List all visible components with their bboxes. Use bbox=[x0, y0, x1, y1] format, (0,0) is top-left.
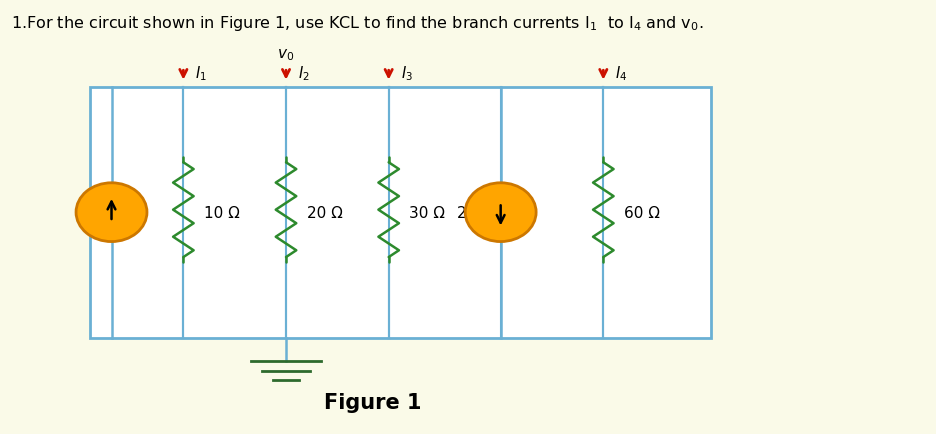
Ellipse shape bbox=[465, 183, 536, 242]
Text: 20 A: 20 A bbox=[457, 205, 491, 220]
Text: $I_3$: $I_3$ bbox=[401, 64, 413, 83]
Text: 60 Ω: 60 Ω bbox=[624, 205, 660, 220]
Text: $I_1$: $I_1$ bbox=[196, 64, 207, 83]
FancyBboxPatch shape bbox=[90, 88, 710, 338]
Text: Figure 1: Figure 1 bbox=[324, 392, 421, 412]
Text: 1.For the circuit shown in Figure 1, use KCL to find the branch currents I$_1$  : 1.For the circuit shown in Figure 1, use… bbox=[10, 14, 703, 33]
Text: 20 Ω: 20 Ω bbox=[307, 205, 343, 220]
Text: $v_0$: $v_0$ bbox=[277, 47, 295, 63]
Text: $I_2$: $I_2$ bbox=[299, 64, 310, 83]
Text: 30 Ω: 30 Ω bbox=[409, 205, 446, 220]
Ellipse shape bbox=[76, 183, 147, 242]
Text: 8 A: 8 A bbox=[95, 205, 120, 220]
Text: $I_4$: $I_4$ bbox=[616, 64, 628, 83]
Text: 10 Ω: 10 Ω bbox=[204, 205, 240, 220]
